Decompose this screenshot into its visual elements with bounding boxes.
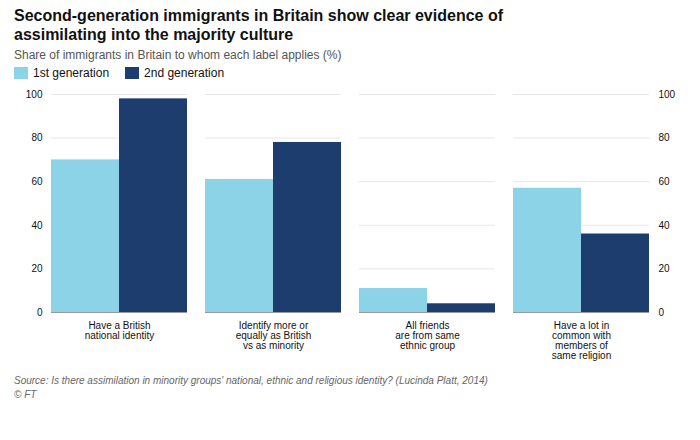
svg-text:80: 80 (31, 133, 43, 144)
html-text:1st generation: 1st generation (33, 66, 110, 81)
svg-text:20: 20 (659, 263, 671, 274)
svg-text:40: 40 (659, 220, 671, 231)
svg-text:Have a Britishnational identit: Have a Britishnational identity (85, 320, 155, 341)
html-text:2nd generation: 2nd generation (144, 66, 225, 81)
html-text:Source: Is there assimilation: Source: Is there assimilation in minorit… (14, 375, 488, 387)
svg-text:80: 80 (659, 133, 671, 144)
svg-text:60: 60 (31, 176, 43, 187)
svg-text:60: 60 (659, 176, 671, 187)
svg-text:100: 100 (26, 89, 43, 100)
svg-text:All friendsare from sameethnic: All friendsare from sameethnic group (395, 320, 460, 351)
svg-text:0: 0 (37, 307, 43, 318)
svg-text:100: 100 (659, 89, 676, 100)
svg-text:Have a lot incommon withmember: Have a lot incommon withmembers ofsame r… (552, 320, 611, 361)
html-text:Share of immigrants in Britain: Share of immigrants in Britain to whom e… (14, 48, 342, 63)
html-text:Second-generation immigrants i: Second-generation immigrants in Britain … (14, 7, 503, 44)
svg-text:40: 40 (31, 220, 43, 231)
svg-text:0: 0 (659, 307, 665, 318)
svg-text:20: 20 (31, 263, 43, 274)
svg-text:Identify more orequally as Bri: Identify more orequally as Britishvs as … (236, 320, 312, 351)
html-text:© FT: © FT (14, 388, 37, 400)
